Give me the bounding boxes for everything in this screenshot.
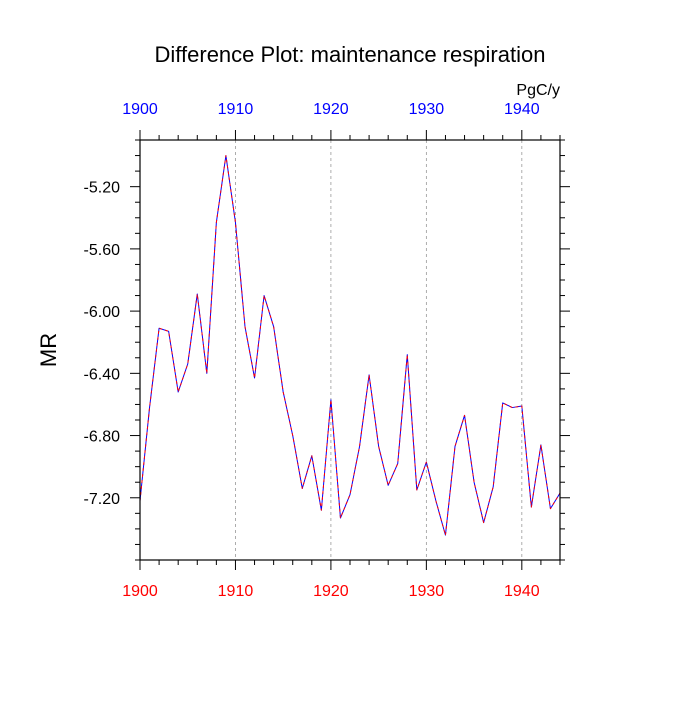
tick-marks [130,130,570,570]
y-axis-label: MR [36,333,61,367]
grid-lines [235,140,523,560]
plot-frame [139,139,561,561]
x-tick-label-bottom: 1930 [409,583,445,600]
x-tick-label-bottom: 1940 [504,583,540,600]
x-tick-label-top: 1940 [504,101,540,118]
series-layer [139,155,561,536]
x-tick-label-bottom: 1920 [313,583,349,600]
y-tick-label: -6.00 [84,304,121,321]
y-tick-label: -5.60 [84,242,121,259]
series-line-dashed [139,155,561,536]
y-tick-label: -6.40 [84,366,121,383]
x-tick-label-top: 1920 [313,101,349,118]
chart-title: Difference Plot: maintenance respiration [155,42,546,67]
y-tick-label: -5.20 [84,180,121,197]
x-tick-label-top: 1900 [122,101,158,118]
y-tick-label: -7.20 [84,491,121,508]
tick-labels: 1900 1900 1910 1910 1920 1920 1930 1930 1940 1940… [84,101,540,600]
x-tick-label-bottom: 1910 [218,583,254,600]
x-tick-label-bottom: 1900 [122,583,158,600]
x-tick-label-top: 1930 [409,101,445,118]
x-tick-label-top: 1910 [218,101,254,118]
units-label: PgC/y [516,82,560,99]
y-tick-label: -6.80 [84,429,121,446]
